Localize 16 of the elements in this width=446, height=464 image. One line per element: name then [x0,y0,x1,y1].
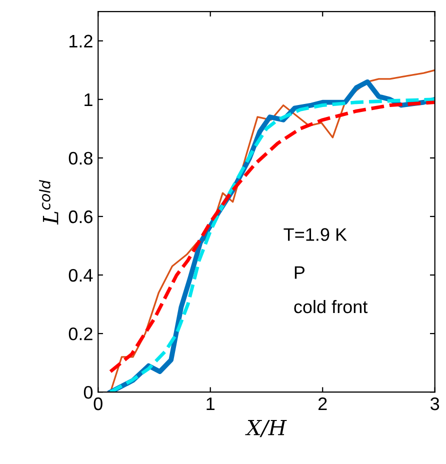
annotation: T=1.9 K [284,228,347,241]
y-tick-label: 1.2 [70,34,92,48]
x-tick-label: 0 [94,397,102,410]
y-tick-label: 0.2 [68,327,92,340]
y-tick-label: 0.6 [68,210,92,224]
x-axis-title: X/H [245,420,287,438]
x-tick-label: 3 [430,397,440,410]
annotation: P [294,266,305,279]
y-axis-title: L$^{cold}$ [39,180,58,225]
y-tick-label: 1 [84,94,92,106]
x-tick-label: 1 [206,398,215,410]
y-tick-label: 0.4 [68,268,93,282]
y-tick-label: 0.8 [68,152,92,165]
x-tick-label: 2 [318,397,327,410]
y-tick-label: 0 [84,386,93,399]
annotation: cold front [294,300,368,314]
